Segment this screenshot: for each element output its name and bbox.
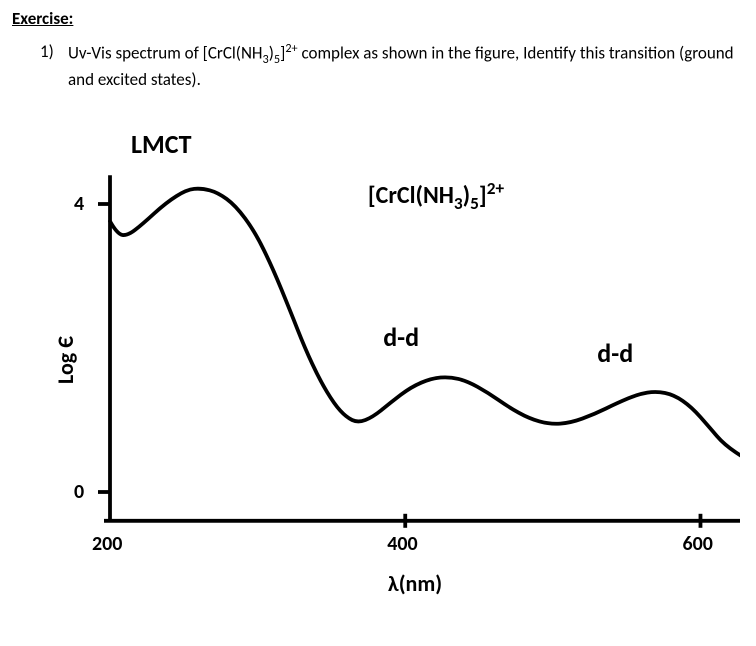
y-axis-label: Log Є [52,335,79,383]
dd-label-2: d-d [597,337,633,369]
qt-sup: 2+ [285,41,297,56]
section-heading: Exercise: [12,8,744,29]
x-axis-label: λ(nm) [388,570,442,597]
spectrum-chart: 0 4 200 400 600 Log Є λ(nm) LMCT [CrCl(NH3)5]2+ d… [30,108,740,638]
question-item: 1) Uv-Vis spectrum of [CrCl(NH3)5]2+ com… [40,41,744,92]
lmct-label: LMCT [131,128,191,160]
qt-before: Uv-Vis spectrum of [CrCl(NH [68,43,263,64]
dd-label-1: d-d [383,321,419,353]
complex-formula-label: [CrCl(NH3)5]2+ [368,178,504,214]
x-tick-label: 200 [92,532,122,556]
x-tick-label: 400 [387,532,417,556]
question-text: Uv-Vis spectrum of [CrCl(NH3)5]2+ comple… [68,41,744,92]
x-tick-label: 600 [682,532,712,556]
question-number: 1) [40,41,68,92]
y-tick-label: 0 [74,480,84,504]
y-tick-label: 4 [74,192,84,216]
